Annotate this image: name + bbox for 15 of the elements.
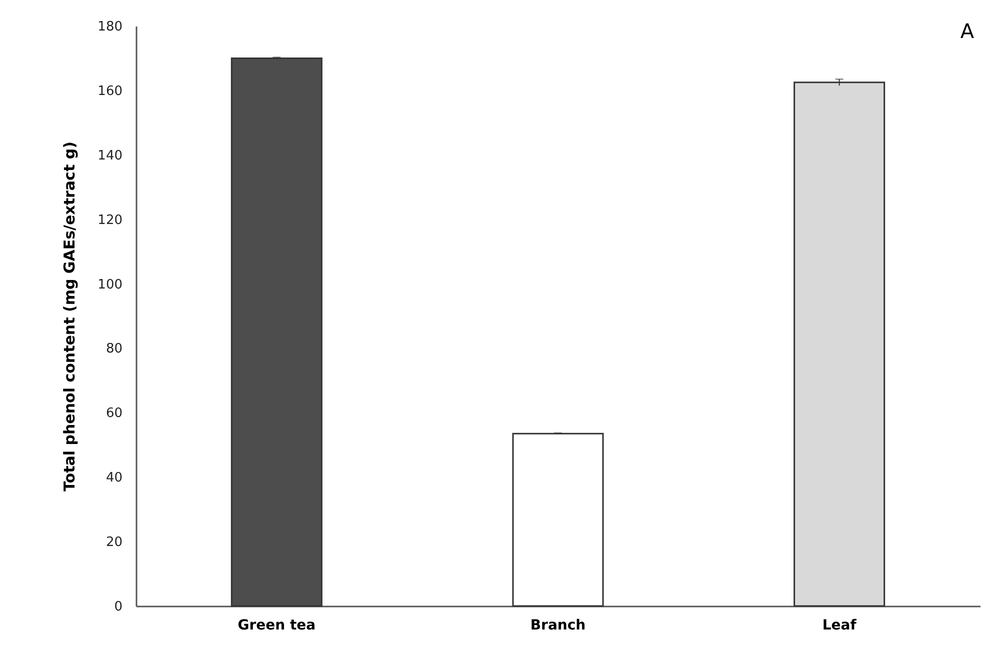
y-tick-label: 120 [98,212,122,228]
y-tick-label: 160 [98,84,122,99]
y-tick-label: 180 [98,20,122,34]
annotation: A [960,19,974,43]
x-tick-label: Green tea [238,618,316,634]
y-tick-label: 20 [106,535,122,550]
y-axis-title: Total phenol content (mg GAEs/extract g) [60,142,79,492]
y-tick-label: 100 [98,277,122,292]
y-tick-label: 140 [98,148,122,164]
x-tick-label: Leaf [822,618,858,634]
y-tick-label: 0 [114,600,122,614]
y-tick-label: 80 [106,342,122,357]
y-tick-label: 60 [106,406,122,422]
y-tick-label: 40 [106,470,122,486]
x-tick-label: Branch [530,618,586,634]
